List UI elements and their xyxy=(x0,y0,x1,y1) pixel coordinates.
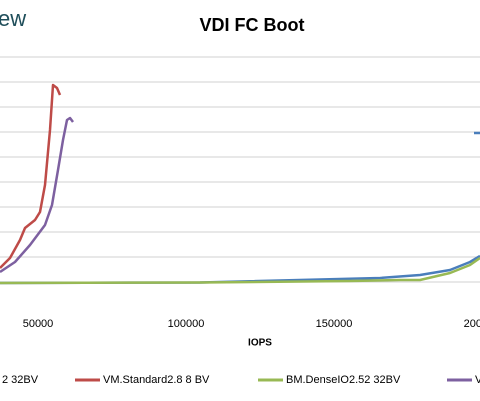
x-tick-label: 150000 xyxy=(316,318,353,330)
legend-label: V xyxy=(475,374,480,386)
corner-text: ew xyxy=(0,6,26,31)
series-line xyxy=(0,83,62,269)
x-tick-label: 200000 xyxy=(464,318,480,330)
series-line xyxy=(0,116,74,274)
chart-title: VDI FC Boot xyxy=(200,15,305,35)
legend-label: VM.Standard2.8 8 BV xyxy=(103,374,210,386)
series-line xyxy=(0,131,480,285)
legend-label: 2 32BV xyxy=(2,374,39,386)
series-line xyxy=(0,256,480,285)
x-axis-label: IOPS xyxy=(248,338,272,349)
legend-label: BM.DenseIO2.52 32BV xyxy=(286,374,401,386)
x-tick-label: 100000 xyxy=(168,318,205,330)
x-tick-label: 50000 xyxy=(23,318,54,330)
